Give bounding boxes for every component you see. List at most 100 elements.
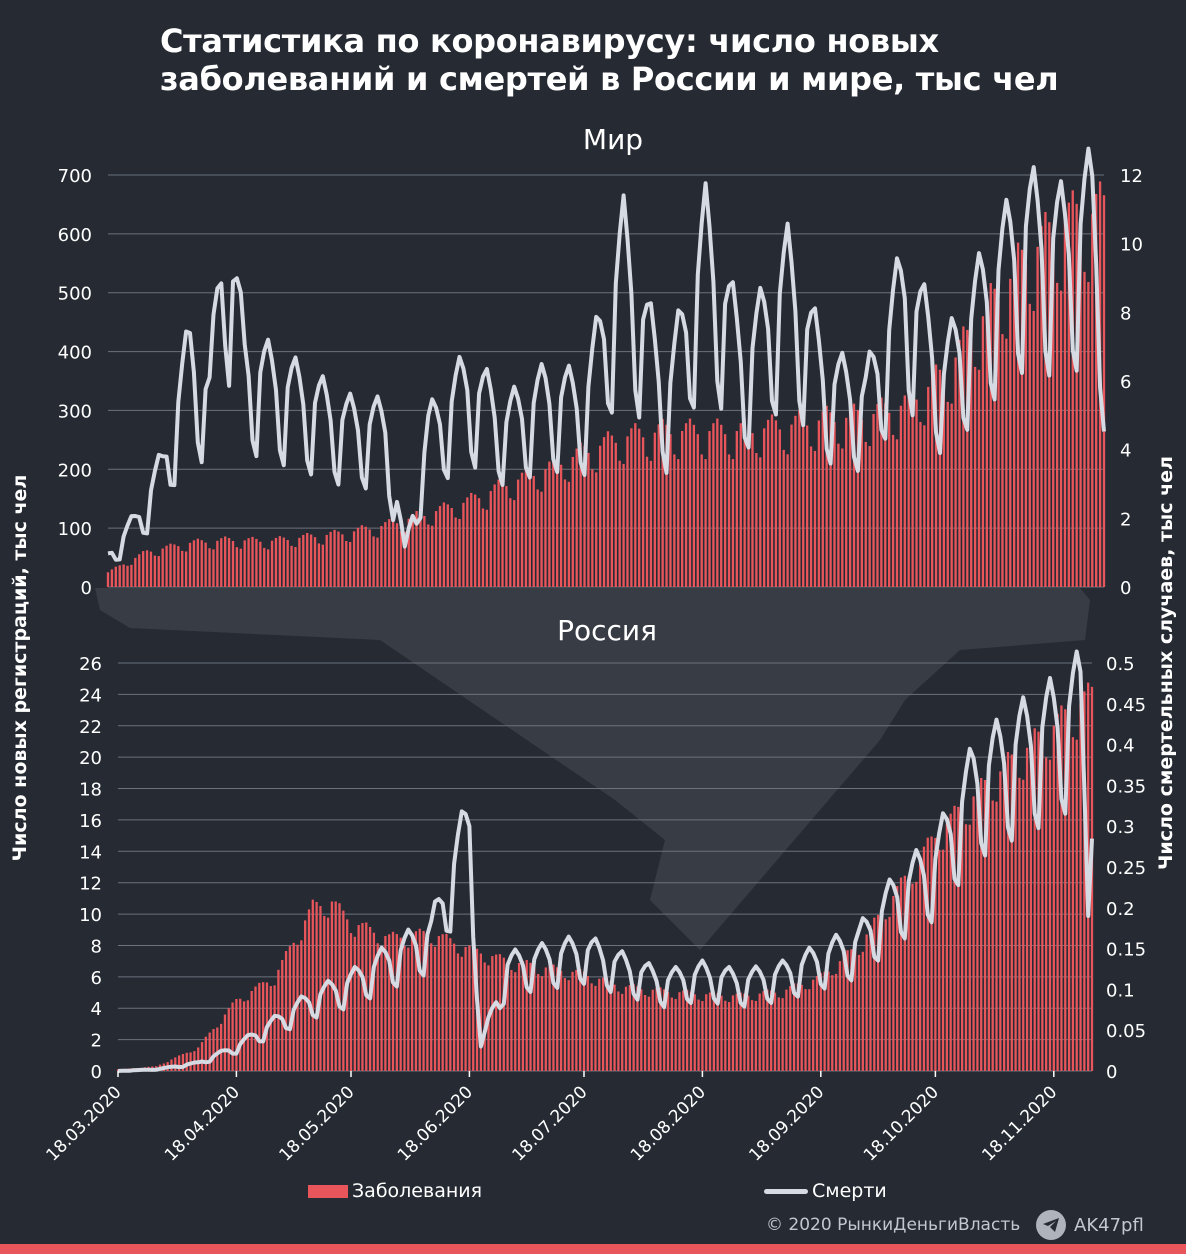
world-case-bar bbox=[216, 540, 219, 587]
russia-case-bar bbox=[960, 810, 964, 1071]
world-case-bar bbox=[1055, 282, 1059, 587]
russia-case-bar bbox=[410, 935, 414, 1071]
world-case-bar bbox=[145, 550, 149, 587]
russia-case-bar bbox=[724, 1000, 727, 1071]
russia-gridlines bbox=[118, 662, 1092, 1072]
world-case-bar bbox=[188, 542, 192, 587]
world-case-bar bbox=[200, 540, 203, 587]
world-right-tick-6: 12 bbox=[1120, 166, 1143, 187]
world-case-bar bbox=[794, 415, 797, 587]
world-case-bar bbox=[388, 519, 391, 587]
world-case-bar bbox=[759, 457, 762, 587]
world-case-bar bbox=[294, 546, 297, 587]
world-case-bar bbox=[1059, 290, 1063, 587]
world-case-bar bbox=[720, 424, 723, 587]
russia-case-bar bbox=[617, 991, 620, 1071]
russia-case-bar bbox=[319, 906, 322, 1071]
world-case-bar bbox=[845, 417, 848, 587]
brand: AK47pfl bbox=[1036, 1210, 1144, 1240]
russia-case-bar bbox=[869, 925, 872, 1071]
world-case-bar bbox=[251, 536, 254, 587]
world-case-bar bbox=[563, 479, 567, 587]
russia-case-bar bbox=[976, 785, 979, 1071]
world-case-bar bbox=[466, 497, 469, 587]
russia-case-bar bbox=[846, 950, 849, 1071]
russia-left-tick-3: 6 bbox=[91, 968, 102, 989]
world-case-bar bbox=[427, 524, 430, 587]
world-case-bar bbox=[321, 544, 324, 587]
russia-case-bar bbox=[892, 896, 895, 1071]
world-case-bar bbox=[501, 481, 504, 587]
russia-case-bar bbox=[567, 980, 570, 1071]
world-case-bar bbox=[1048, 222, 1051, 588]
russia-case-bar bbox=[258, 982, 261, 1071]
russia-case-bar bbox=[250, 990, 253, 1071]
russia-case-bar bbox=[636, 986, 639, 1071]
russia-case-bar bbox=[437, 936, 440, 1071]
world-case-bar bbox=[286, 539, 289, 587]
russia-left-tick-5: 10 bbox=[79, 905, 102, 926]
chart-title: Статистика по коронавирусу: число новых … bbox=[160, 22, 1120, 98]
world-left-tick-7: 700 bbox=[58, 166, 92, 187]
russia-case-bar bbox=[281, 960, 284, 1071]
russia-right-tick-5: 0.25 bbox=[1106, 858, 1146, 879]
russia-case-bar bbox=[517, 963, 521, 1071]
russia-case-bar bbox=[762, 991, 765, 1071]
world-case-bar bbox=[813, 450, 817, 587]
russia-case-bar bbox=[930, 836, 933, 1071]
russia-left-tick-10: 20 bbox=[79, 748, 102, 769]
russia-case-bar bbox=[197, 1047, 200, 1071]
russia-case-bar bbox=[349, 933, 353, 1071]
world-case-bar bbox=[1032, 310, 1035, 587]
world-case-bar bbox=[516, 479, 520, 587]
telegram-icon bbox=[1036, 1210, 1066, 1240]
world-case-bar bbox=[1036, 246, 1039, 587]
world-case-bar bbox=[665, 424, 668, 587]
world-case-bar bbox=[821, 411, 824, 587]
russia-case-bar bbox=[682, 990, 685, 1071]
world-case-bar bbox=[638, 428, 641, 587]
russia-case-bar bbox=[1041, 738, 1044, 1071]
world-left-tick-3: 300 bbox=[58, 401, 92, 422]
russia-case-bar bbox=[1014, 760, 1017, 1071]
world-case-bar bbox=[548, 461, 551, 587]
world-case-bar bbox=[899, 405, 903, 587]
russia-case-bar bbox=[670, 997, 673, 1071]
russia-case-bar bbox=[483, 962, 486, 1071]
world-case-bar bbox=[763, 428, 766, 587]
russia-case-bar bbox=[693, 994, 696, 1071]
russia-case-bar bbox=[456, 953, 460, 1071]
world-case-bar bbox=[673, 454, 676, 587]
russia-case-bar bbox=[174, 1057, 177, 1071]
russia-case-bar bbox=[628, 985, 631, 1071]
russia-case-bar bbox=[838, 961, 842, 1071]
world-case-bar bbox=[790, 424, 793, 587]
russia-left-tick-0: 0 bbox=[91, 1062, 102, 1083]
world-case-bar bbox=[438, 506, 442, 587]
russia-case-bar bbox=[525, 960, 528, 1071]
world-case-bar bbox=[864, 441, 867, 587]
russia-case-bar bbox=[227, 1008, 230, 1071]
world-case-bar bbox=[485, 509, 489, 587]
russia-case-bar bbox=[601, 977, 605, 1071]
russia-left-tick-9: 18 bbox=[79, 780, 102, 801]
russia-date-tick-5: 18.08.2020 bbox=[627, 1082, 710, 1165]
world-case-bar bbox=[645, 456, 649, 587]
world-case-bar bbox=[1102, 195, 1106, 587]
world-case-bar bbox=[1001, 334, 1004, 587]
world-case-bar bbox=[106, 572, 110, 587]
russia-case-bar bbox=[441, 934, 444, 1071]
russia-case-bar bbox=[239, 998, 242, 1071]
russia-case-bar bbox=[777, 997, 780, 1071]
world-case-bar bbox=[306, 532, 309, 587]
world-case-bar bbox=[852, 403, 856, 587]
russia-case-bar bbox=[334, 901, 337, 1071]
legend-deaths-label: Смерти bbox=[812, 1180, 887, 1202]
world-case-bar bbox=[981, 316, 985, 587]
russia-case-bar bbox=[323, 915, 326, 1071]
russia-case-bar bbox=[388, 934, 391, 1071]
world-case-bar bbox=[122, 564, 125, 587]
russia-case-bar bbox=[288, 946, 292, 1071]
world-case-bar bbox=[977, 369, 981, 587]
